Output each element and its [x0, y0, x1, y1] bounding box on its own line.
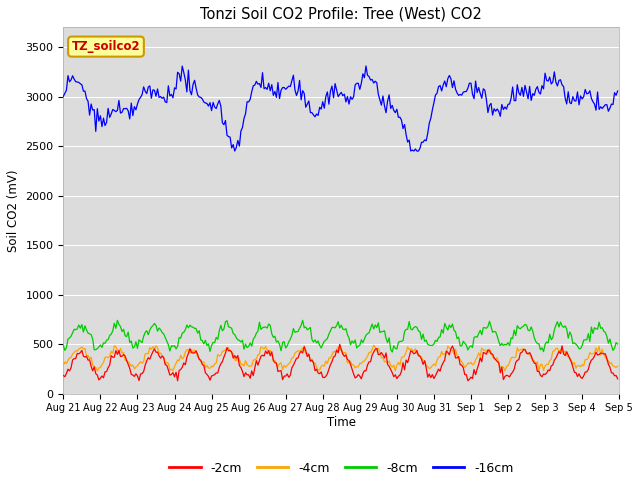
Title: Tonzi Soil CO2 Profile: Tree (West) CO2: Tonzi Soil CO2 Profile: Tree (West) CO2	[200, 7, 482, 22]
Legend: -2cm, -4cm, -8cm, -16cm: -2cm, -4cm, -8cm, -16cm	[164, 456, 518, 480]
X-axis label: Time: Time	[327, 416, 356, 429]
Text: TZ_soilco2: TZ_soilco2	[72, 40, 140, 53]
Y-axis label: Soil CO2 (mV): Soil CO2 (mV)	[7, 169, 20, 252]
